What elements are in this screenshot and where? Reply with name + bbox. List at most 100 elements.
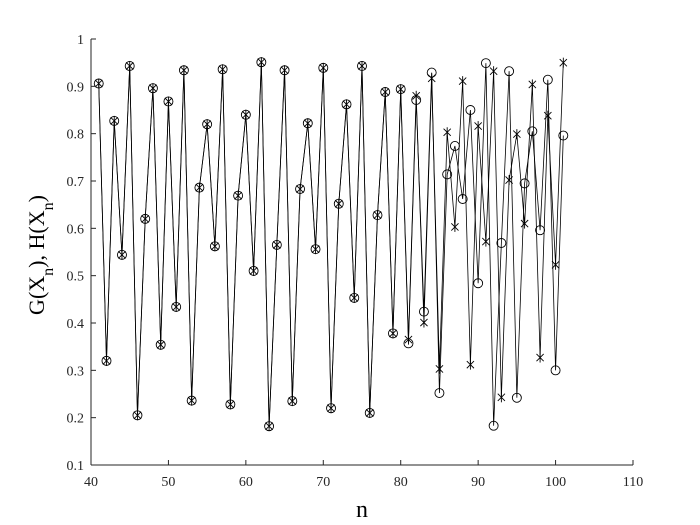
series-2-point <box>551 259 560 270</box>
data-layer <box>93 57 569 432</box>
series-1-point <box>519 178 530 189</box>
series-2-point <box>489 66 498 77</box>
series-2-point <box>280 65 289 76</box>
series-2-point <box>365 407 374 418</box>
series-2-point <box>381 87 390 98</box>
series-2-point <box>481 236 490 247</box>
series-1-point <box>550 365 561 376</box>
series-2-point <box>543 110 552 121</box>
series-2-point <box>450 221 459 232</box>
series-2-point <box>528 79 537 90</box>
y-tick-label: 0.2 <box>67 412 85 427</box>
series-2-point <box>466 359 475 370</box>
series-2-point <box>443 127 452 138</box>
y-tick-label: 0.3 <box>67 364 85 379</box>
series-1-point <box>442 169 453 180</box>
series-1-point <box>418 306 429 317</box>
y-tick-label: 0.1 <box>67 459 85 474</box>
plot-area <box>91 39 633 465</box>
series-2-point <box>141 213 150 224</box>
series-2-point <box>412 90 421 101</box>
series-2-point <box>389 328 397 339</box>
ticks-layer: 40 50 60 70 80 90 100 110 0.1 0.2 0.3 0.4 0.5 0.6 0.7 0… <box>67 33 644 490</box>
series-2-point <box>226 399 235 410</box>
series-2-point <box>288 396 297 407</box>
x-tick-label: 40 <box>84 475 98 490</box>
series-2-point <box>149 83 157 94</box>
series-2-point <box>234 190 243 201</box>
series-2-point <box>311 244 320 255</box>
series-1-point <box>558 130 569 141</box>
x-tick-label: 50 <box>161 475 175 490</box>
axes-layer <box>90 39 633 466</box>
series-2-point <box>427 73 436 84</box>
y-tick-label: 0.8 <box>67 128 85 143</box>
series-2-point <box>458 76 467 87</box>
x-tick-label: 60 <box>239 475 253 490</box>
series-2-point <box>296 184 304 195</box>
series-2-point <box>164 96 173 107</box>
series-1-point <box>465 105 476 115</box>
series-2-point <box>257 57 266 68</box>
series-1-point <box>434 388 445 398</box>
series-2-point <box>342 99 351 110</box>
series-1-point <box>527 126 538 137</box>
series-1-point <box>480 58 491 69</box>
y-tick-label: 1 <box>77 33 84 48</box>
series-2-point <box>420 317 428 328</box>
series-1-point <box>457 194 468 204</box>
series-2-point <box>358 60 366 71</box>
series-2-point <box>474 121 483 132</box>
series-2-point <box>334 198 343 209</box>
series-2-point <box>179 65 188 76</box>
series-2-point <box>303 118 312 129</box>
y-tick-label: 0.7 <box>67 175 85 190</box>
series-2-point <box>272 239 281 250</box>
series-2-point <box>195 182 204 193</box>
series-2-point <box>512 129 521 140</box>
series-2-point <box>373 210 382 221</box>
x-tick-label: 70 <box>316 475 330 490</box>
series-2-point <box>218 64 227 75</box>
y-axis-title: G(Xn), H(Xn) <box>24 195 57 315</box>
series-2-point <box>327 403 335 414</box>
y-tick-label: 0.4 <box>67 317 85 332</box>
series-2-point <box>118 249 126 260</box>
series-2-point <box>133 410 142 421</box>
y-tick-label: 0.5 <box>67 270 85 285</box>
series-2-point <box>156 339 165 350</box>
series-2-point <box>520 218 529 229</box>
series-1-point <box>542 74 553 85</box>
series-2-point <box>559 57 568 68</box>
series-1-point <box>473 278 484 289</box>
series-2-point <box>94 78 103 89</box>
series-1-point <box>496 238 507 248</box>
series-2-point <box>110 115 119 126</box>
series-2-point <box>102 355 111 366</box>
x-tick-label: 80 <box>394 475 408 490</box>
series-2-point <box>203 119 212 130</box>
y-tick-label: 0.6 <box>67 222 85 237</box>
series-2-point <box>350 292 359 303</box>
series-2-point <box>505 175 514 186</box>
series-2-point <box>497 392 506 403</box>
series-1-point <box>511 392 522 403</box>
x-tick-label: 110 <box>623 475 643 490</box>
series-2-point <box>210 241 219 252</box>
series-1-point <box>504 66 515 77</box>
series-1-point <box>488 420 499 431</box>
x-tick-label: 90 <box>471 475 485 490</box>
series-2-point <box>125 60 134 71</box>
x-tick-label: 100 <box>545 475 566 490</box>
series-2-point <box>241 109 250 120</box>
series-2-point <box>319 62 328 73</box>
x-axis-title: n <box>356 497 368 523</box>
series-2-point <box>187 395 196 406</box>
series-2-point <box>536 352 545 363</box>
series-1-point <box>535 225 546 236</box>
y-tick-label: 0.9 <box>67 80 85 95</box>
series-2-point <box>265 421 274 432</box>
series-2-point <box>404 334 413 345</box>
series-2-point <box>435 363 444 374</box>
